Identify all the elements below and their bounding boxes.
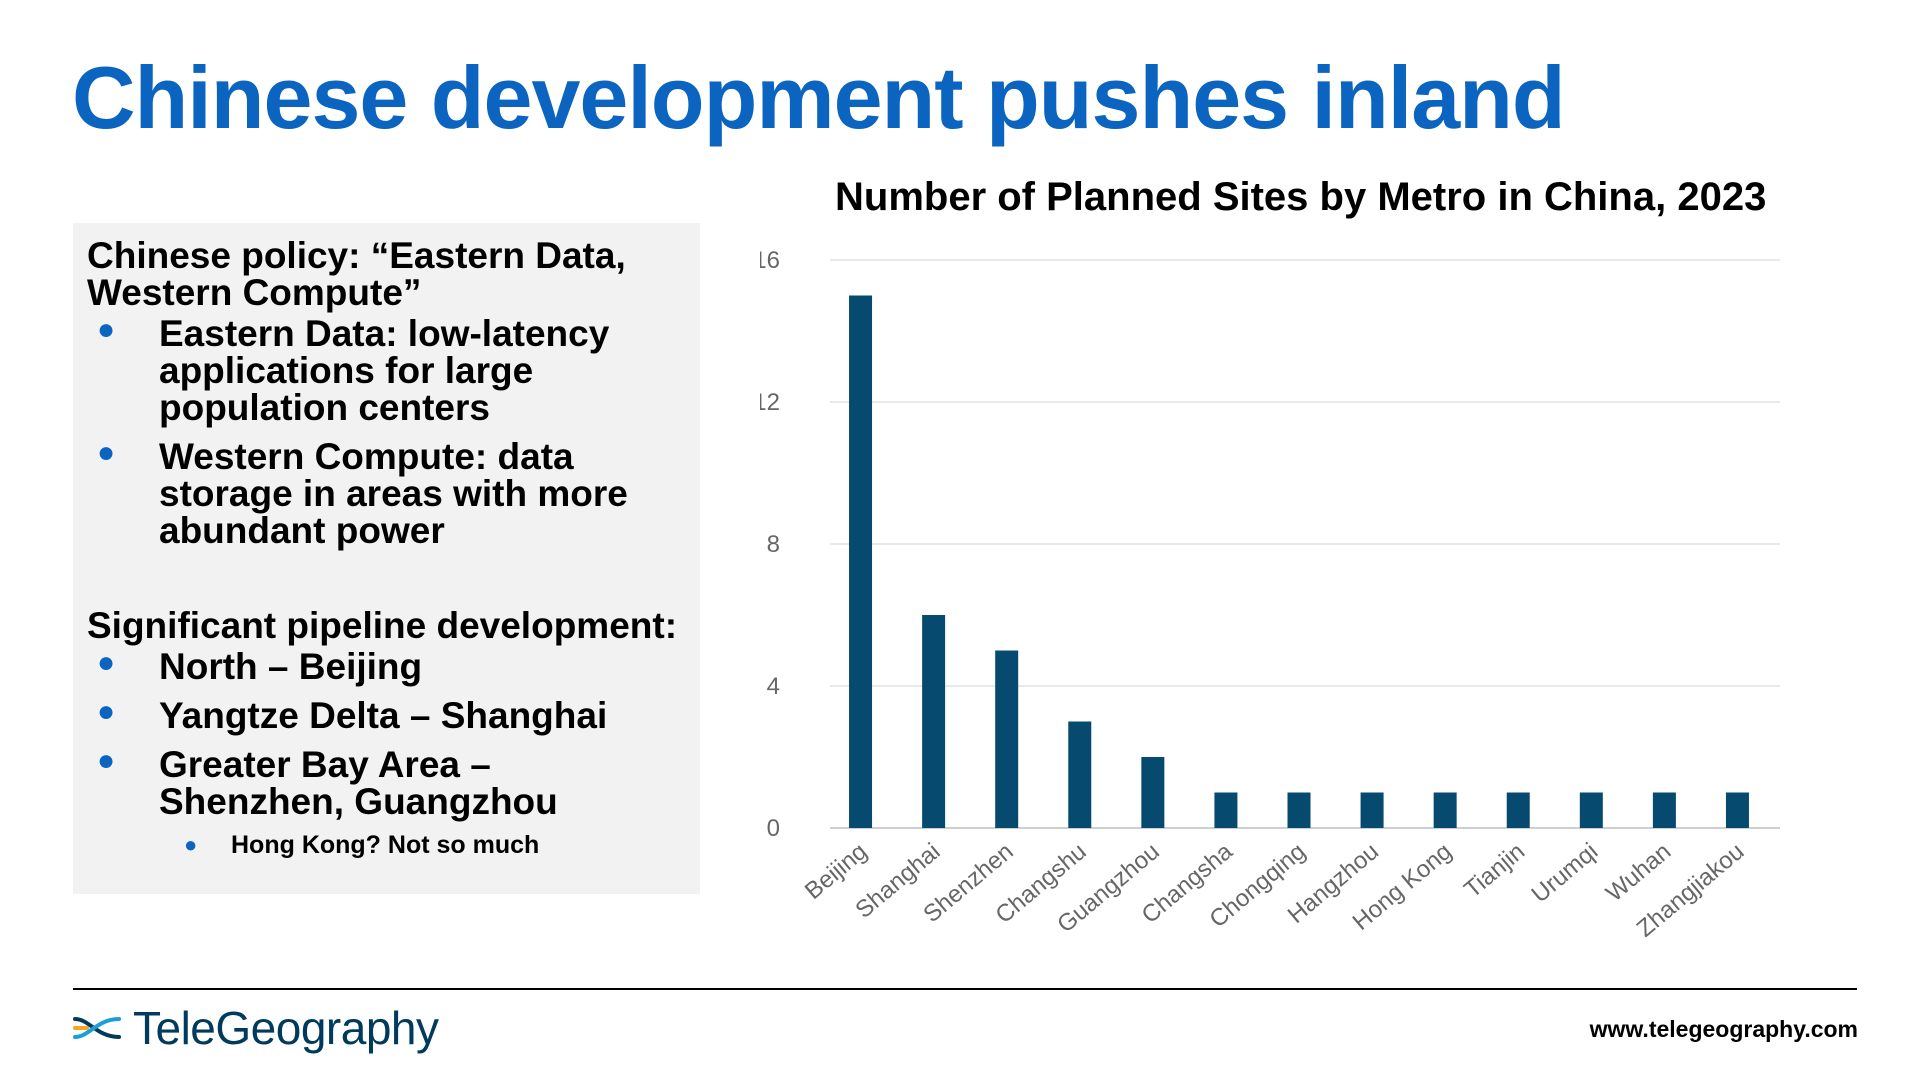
- bullet-text: Greater Bay Area – Shenzhen, Guangzhou: [159, 744, 558, 822]
- pipeline-bullets: ● North – Beijing ● Yangtze Delta – Shangh…: [87, 648, 686, 860]
- y-tick-label: 0: [767, 815, 780, 842]
- bar-tianjin: [1506, 792, 1530, 828]
- bullet-text: Yangtze Delta – Shanghai: [159, 695, 608, 736]
- logo-text: TeleGeography: [133, 1002, 439, 1054]
- list-item: ● Hong Kong? Not so much: [87, 830, 686, 860]
- bullet-text: Hong Kong? Not so much: [231, 831, 540, 859]
- telegeography-logo: TeleGeography: [73, 1002, 439, 1054]
- list-item: ● Greater Bay Area – Shenzhen, Guangzhou: [87, 744, 686, 822]
- list-item: ● Eastern Data: low-latency applications …: [87, 313, 686, 428]
- y-tick-label: 12: [760, 389, 780, 416]
- bar-hong-kong: [1433, 792, 1457, 828]
- policy-bullets: ● Eastern Data: low-latency applications …: [87, 313, 686, 551]
- x-tick-label: Urumqi: [1527, 838, 1604, 908]
- chart-title: Number of Planned Sites by Metro in Chin…: [835, 175, 1767, 219]
- bar-hangzhou: [1360, 792, 1384, 828]
- bar-shenzhen: [995, 650, 1019, 828]
- bullet-text: North – Beijing: [159, 646, 423, 687]
- bullet-icon: ●: [97, 313, 116, 346]
- bullet-text: Eastern Data: low-latency applications f…: [159, 313, 610, 428]
- bar-changshu: [1068, 721, 1092, 828]
- y-tick-label: 4: [767, 673, 780, 700]
- y-tick-label: 16: [760, 247, 780, 274]
- bar-guangzhou: [1141, 757, 1165, 828]
- bar-beijing: [849, 295, 873, 828]
- bullet-text: Western Compute: data storage in areas w…: [159, 436, 628, 551]
- page-title: Chinese development pushes inland: [72, 48, 1566, 147]
- website-url: www.telegeography.com: [1589, 1016, 1858, 1042]
- list-item: ● North – Beijing: [87, 646, 686, 687]
- bar-chart: 0481216BeijingShanghaiShenzhenChangshuGu…: [760, 247, 1780, 943]
- policy-heading: Chinese policy: “Eastern Data, Western C…: [87, 235, 626, 313]
- policy-panel: Chinese policy: “Eastern Data, Western C…: [73, 223, 700, 894]
- bar-wuhan: [1652, 792, 1676, 828]
- bullet-icon: ●: [97, 436, 116, 469]
- bar-shanghai: [922, 615, 946, 828]
- footer-divider: [73, 988, 1857, 990]
- list-item: ● Western Compute: data storage in areas …: [87, 436, 686, 551]
- bar-changsha: [1214, 792, 1238, 828]
- bullet-icon: ●: [184, 832, 198, 857]
- x-tick-label: Tianjin: [1459, 838, 1530, 904]
- bar-chongqing: [1287, 792, 1311, 828]
- bullet-icon: ●: [97, 744, 116, 777]
- bullet-icon: ●: [97, 646, 116, 679]
- bullet-icon: ●: [97, 695, 116, 728]
- logo-mark-icon: [73, 1017, 121, 1039]
- list-item: ● Yangtze Delta – Shanghai: [87, 695, 686, 736]
- bar-urumqi: [1579, 792, 1603, 828]
- pipeline-heading: Significant pipeline development:: [87, 605, 678, 646]
- bar-zhangjiakou: [1725, 792, 1749, 828]
- y-tick-label: 8: [767, 531, 780, 558]
